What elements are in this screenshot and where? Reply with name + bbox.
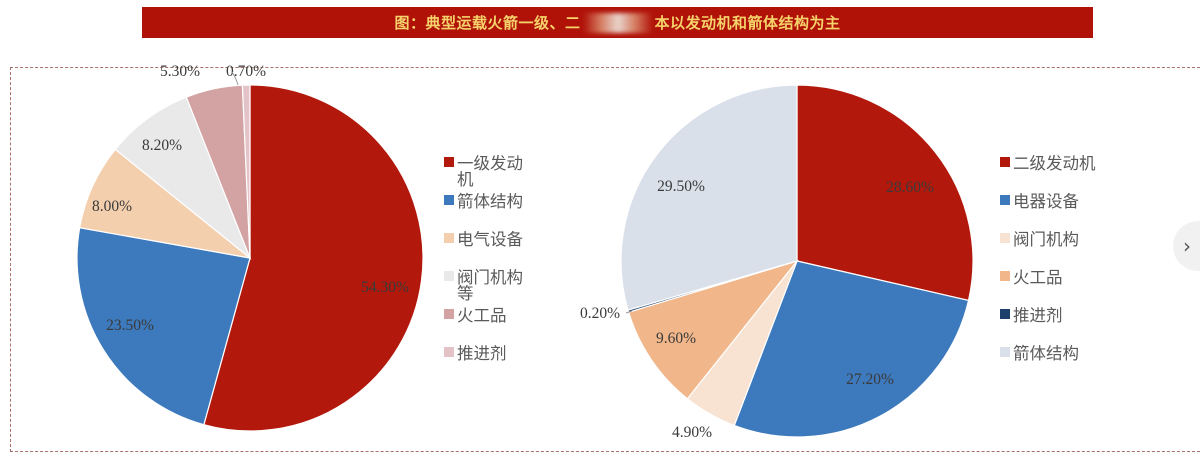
- pie-slice: [203, 84, 424, 432]
- legend-label: 推进剂: [1013, 306, 1063, 325]
- pie-slice: [733, 260, 970, 438]
- pie-slice: [241, 84, 251, 259]
- legend-item: 电器设备: [1000, 190, 1079, 211]
- pie-chart-second-stage: 28.60% 27.20% 4.90% 9.60% 0.20% 29.50%: [580, 84, 974, 441]
- figure-title-bar: 图：典型运载火箭一级、二 本以发动机和箭体结构为主: [142, 7, 1093, 38]
- legend-label: 箭体结构: [1013, 344, 1079, 363]
- legend-label-wrap: 等: [457, 284, 474, 303]
- legend-item: 一级发动机: [444, 152, 523, 189]
- legend-label: 二级发动机: [1013, 154, 1096, 173]
- legend-item: 推进剂: [1000, 304, 1063, 325]
- legend-swatch-icon: [444, 309, 454, 319]
- legend-swatch-icon: [1000, 347, 1010, 357]
- figure-title-part2: 本以发动机和箭体结构为主: [654, 13, 841, 32]
- legend-swatch-icon: [1000, 271, 1010, 281]
- legend-label: 电气设备: [457, 230, 523, 249]
- legend-item: 推进剂: [444, 342, 507, 363]
- legend-item: 阀门机构: [1000, 228, 1079, 249]
- legend-swatch-icon: [444, 271, 454, 281]
- chevron-right-icon: ›: [1183, 234, 1191, 258]
- legend-label: 火工品: [457, 306, 507, 325]
- legend-label: 阀门机构: [1013, 230, 1079, 249]
- figure-title: 图：典型运载火箭一级、二 本以发动机和箭体结构为主: [394, 12, 840, 34]
- legend-swatch-icon: [444, 195, 454, 205]
- pie-slice: [76, 227, 251, 426]
- legend-label: 阀门机构: [457, 268, 523, 287]
- legend-item: 火工品: [1000, 266, 1063, 287]
- legend-label: 箭体结构: [457, 192, 523, 211]
- pie-slice: [114, 96, 252, 260]
- legend-label: 推进剂: [457, 344, 507, 363]
- legend-swatch-icon: [1000, 157, 1010, 167]
- figure-title-part1: 图：典型运载火箭一级、二: [394, 13, 581, 32]
- legend-swatch-icon: [1000, 309, 1010, 319]
- legend-swatch-icon: [444, 233, 454, 243]
- slice-value-label: 9.60%: [656, 330, 696, 347]
- slice-value-label: 8.20%: [142, 137, 182, 154]
- pie-chart-first-stage: 54.30% 23.50% 8.00% 8.20% 5.30% 0.70%: [76, 63, 424, 432]
- blurred-redaction: [582, 13, 653, 34]
- legend-swatch-icon: [444, 347, 454, 357]
- legend-item: 二级发动机: [1000, 152, 1096, 173]
- legend-item: 阀门机构等: [444, 266, 523, 303]
- legend-swatch-icon: [444, 157, 454, 167]
- legend-item: 箭体结构: [444, 190, 523, 211]
- pie-slice: [620, 84, 798, 311]
- slice-value-label: 4.90%: [672, 424, 712, 441]
- legend-label: 一级发动: [457, 154, 523, 173]
- slice-value-label: 8.00%: [92, 198, 132, 215]
- legend-label-wrap: 机: [457, 170, 474, 189]
- pie-slice: [627, 259, 799, 400]
- legend-item: 箭体结构: [1000, 342, 1079, 363]
- dashed-figure-frame: [10, 67, 1200, 452]
- legend-label: 电器设备: [1013, 192, 1079, 211]
- slice-value-label: 0.20%: [580, 305, 620, 322]
- leader-line-0.20: [625, 310, 633, 314]
- legend-label: 火工品: [1013, 268, 1063, 287]
- slice-value-label: 54.30%: [361, 279, 409, 296]
- legend-swatch-icon: [1000, 233, 1010, 243]
- slice-value-label: 23.50%: [106, 317, 154, 334]
- legend-item: 电气设备: [444, 228, 523, 249]
- slice-value-label: 28.60%: [886, 179, 934, 196]
- slice-value-label: 29.50%: [657, 178, 705, 195]
- pie-slice: [796, 84, 974, 302]
- leader-line-0.70: [231, 71, 239, 86]
- legend-item: 火工品: [444, 304, 507, 325]
- slice-value-label: 27.20%: [846, 371, 894, 388]
- legend-swatch-icon: [1000, 195, 1010, 205]
- slice-value-label: 5.30%: [160, 63, 200, 80]
- slice-value-label: 0.70%: [226, 63, 266, 80]
